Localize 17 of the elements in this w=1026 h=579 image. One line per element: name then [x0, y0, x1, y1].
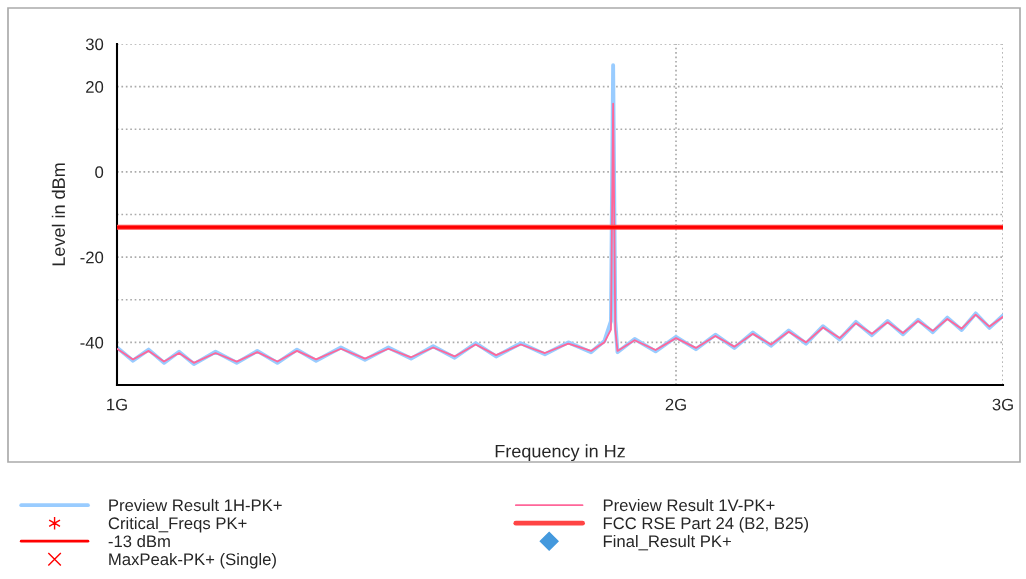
legend-label: Preview Result 1V-PK+	[603, 498, 775, 512]
legend-label: FCC RSE Part 24 (B2, B25)	[603, 516, 809, 533]
text: Critical_Freqs PK+	[108, 516, 247, 533]
y-tick-label: -40	[80, 336, 104, 349]
text: Final_Result PK+	[603, 534, 731, 551]
y-tick-label: 20	[86, 81, 104, 93]
y-axis-title: Level in dBm	[51, 163, 66, 266]
x-tick-label: 1G	[107, 398, 127, 411]
text: MaxPeak-PK+ (Single)	[109, 553, 276, 569]
x-tick-label: 2G	[665, 398, 686, 411]
legend-label: Preview Result 1H-PK+	[109, 498, 282, 512]
y-tick-label: 30	[85, 38, 104, 51]
legend-label: -13 dBm	[108, 534, 170, 548]
y-tick-label: -20	[80, 251, 104, 264]
y-tick-label: 0	[95, 166, 104, 179]
x-axis-title: Frequency in Hz	[495, 444, 625, 462]
x-tick-label: 3G	[992, 398, 1013, 411]
